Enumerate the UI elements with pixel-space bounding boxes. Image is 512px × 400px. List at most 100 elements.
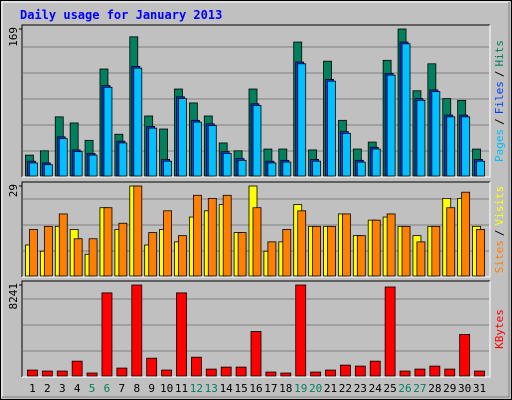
bar xyxy=(176,292,187,377)
x-tick-label: 9 xyxy=(148,382,155,395)
x-tick-label: 17 xyxy=(264,382,277,395)
bar xyxy=(476,160,485,177)
bar xyxy=(354,365,366,377)
bar xyxy=(56,370,68,377)
bar xyxy=(163,160,172,177)
panel-border xyxy=(21,181,490,277)
bar xyxy=(342,213,351,277)
bar xyxy=(103,86,113,177)
x-tick-label: 20 xyxy=(309,382,322,395)
bar xyxy=(86,372,98,377)
x-tick-label: 11 xyxy=(175,382,188,395)
bar xyxy=(265,371,277,377)
y-tick-label: 169 xyxy=(7,27,20,47)
panel-border xyxy=(22,25,491,178)
y-tick-label: 8241 xyxy=(7,283,20,310)
legend: Sites / Visits xyxy=(493,186,506,274)
bar xyxy=(103,207,113,277)
bar xyxy=(327,80,336,177)
bar xyxy=(282,161,292,177)
x-tick-label: 24 xyxy=(369,382,383,395)
bar xyxy=(371,219,381,277)
bar xyxy=(43,164,53,177)
bar xyxy=(356,161,366,177)
x-tick-label: 10 xyxy=(160,382,173,395)
x-tick-label: 6 xyxy=(104,382,111,395)
legend-separator: / xyxy=(493,118,506,125)
x-tick-label: 4 xyxy=(74,382,81,395)
x-tick-label: 16 xyxy=(249,382,262,395)
bar xyxy=(446,207,456,277)
y-tick-label: 29 xyxy=(7,184,20,197)
bar xyxy=(325,369,336,377)
bar xyxy=(118,222,128,277)
bar xyxy=(474,370,485,377)
bar xyxy=(267,241,277,277)
bar xyxy=(88,154,98,177)
x-tick-label: 3 xyxy=(59,382,66,395)
legend-entry: Visits xyxy=(493,186,506,226)
bar xyxy=(222,152,232,177)
x-tick-label: 2 xyxy=(44,382,51,395)
bar xyxy=(297,210,307,277)
bar xyxy=(192,121,202,177)
bar xyxy=(297,63,307,177)
bar xyxy=(461,116,471,177)
x-tick-label: 23 xyxy=(354,382,367,395)
bar xyxy=(444,368,456,377)
bar xyxy=(399,370,411,377)
bar xyxy=(148,127,158,177)
bar xyxy=(27,369,38,377)
x-tick-label: 22 xyxy=(339,382,352,395)
legend-entry: KBytes xyxy=(493,309,506,349)
bar xyxy=(384,286,396,377)
bar xyxy=(190,356,202,377)
bar xyxy=(146,357,158,377)
bar xyxy=(29,229,38,277)
bar xyxy=(207,198,217,277)
x-tick-label: 19 xyxy=(294,382,307,395)
x-tick-label: 5 xyxy=(89,382,96,395)
bar xyxy=(356,235,366,277)
bar xyxy=(431,91,441,177)
bar xyxy=(101,292,113,377)
panel-border xyxy=(22,281,491,378)
bar xyxy=(58,138,68,177)
legend-entry: Files xyxy=(493,81,506,114)
bar xyxy=(310,371,322,377)
panel-border xyxy=(21,280,490,377)
bar xyxy=(116,367,128,377)
bar xyxy=(340,364,351,377)
bar xyxy=(282,229,292,277)
bar xyxy=(312,160,322,177)
bar xyxy=(401,43,411,177)
x-tick-label: 7 xyxy=(119,382,126,395)
bar xyxy=(401,225,411,277)
x-tick-label: 26 xyxy=(398,382,411,395)
bar xyxy=(71,360,83,377)
bar xyxy=(133,185,143,277)
x-tick-label: 8 xyxy=(133,382,140,395)
bar xyxy=(205,368,217,377)
bar xyxy=(459,334,471,377)
bar xyxy=(280,372,292,377)
x-tick-label: 12 xyxy=(190,382,203,395)
bar xyxy=(416,99,426,177)
bar xyxy=(386,213,396,277)
bar xyxy=(250,331,262,377)
x-tick-label: 1 xyxy=(29,382,36,395)
bar xyxy=(267,162,277,177)
bar xyxy=(252,105,262,177)
x-tick-label: 15 xyxy=(234,382,247,395)
bar xyxy=(133,67,143,177)
bar xyxy=(222,194,232,277)
bar xyxy=(29,162,38,177)
legend-entry: Sites xyxy=(493,240,506,273)
bar xyxy=(148,232,158,277)
bar xyxy=(161,369,172,377)
bar xyxy=(207,125,217,177)
x-tick-label: 14 xyxy=(220,382,234,395)
panel-border xyxy=(22,182,491,278)
